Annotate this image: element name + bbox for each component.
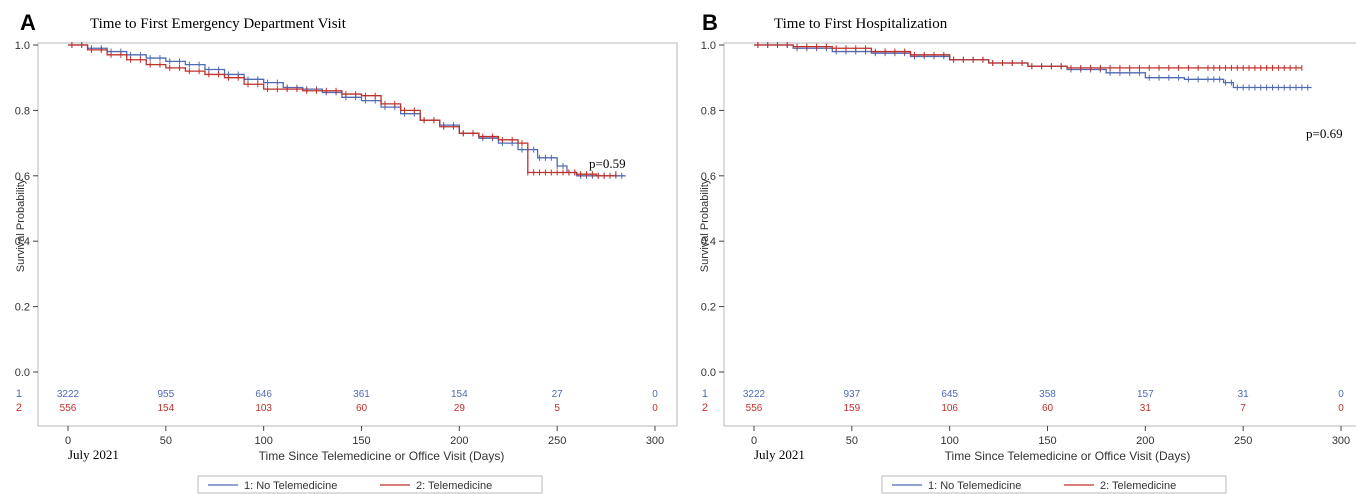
risk-count: 159 bbox=[843, 403, 860, 414]
risk-count: 157 bbox=[1137, 389, 1154, 400]
x-sublabel: July 2021 bbox=[754, 447, 805, 462]
plot-frame bbox=[723, 42, 1356, 427]
panel-letter: B bbox=[702, 10, 718, 35]
y-axis-label: Survival Probability bbox=[699, 178, 711, 272]
x-tick-label: 100 bbox=[254, 435, 272, 447]
legend-label: 1: No Telemedicine bbox=[928, 480, 1021, 492]
risk-count: 27 bbox=[552, 389, 564, 400]
risk-count: 154 bbox=[157, 403, 174, 414]
y-axis-label: Survival Probability bbox=[15, 178, 27, 272]
risk-count: 3222 bbox=[743, 389, 766, 400]
y-tick-label: 0.4 bbox=[701, 236, 716, 248]
km-curve-telemedicine bbox=[68, 44, 617, 177]
x-axis-label: Time Since Telemedicine or Office Visit … bbox=[259, 449, 505, 463]
panel-letter: A bbox=[20, 10, 36, 35]
risk-row-label: 2 bbox=[16, 402, 22, 414]
x-axis-label: Time Since Telemedicine or Office Visit … bbox=[945, 449, 1191, 463]
legend-box bbox=[881, 475, 1227, 494]
y-tick-label: 0.0 bbox=[15, 367, 30, 379]
risk-count: 5 bbox=[554, 403, 560, 414]
y-tick-label: 1.0 bbox=[701, 40, 716, 52]
x-tick-label: 250 bbox=[1234, 435, 1252, 447]
y-tick-label: 0.0 bbox=[701, 367, 716, 379]
x-tick-label: 300 bbox=[646, 435, 664, 447]
x-tick-label: 150 bbox=[352, 435, 370, 447]
chart-title: Time to First Hospitalization bbox=[774, 16, 948, 32]
chart-b: B Time to First Hospitalization 0.0 0.2 0.4 0… bbox=[699, 10, 1356, 494]
chart-title: Time to First Emergency Department Visit bbox=[90, 16, 347, 32]
risk-count: 646 bbox=[255, 389, 272, 400]
risk-count: 154 bbox=[451, 389, 468, 400]
x-tick-label: 250 bbox=[548, 435, 566, 447]
risk-count: 103 bbox=[255, 403, 272, 414]
risk-count: 7 bbox=[1240, 403, 1246, 414]
risk-count: 556 bbox=[746, 403, 763, 414]
risk-count: 955 bbox=[157, 389, 174, 400]
km-curve-telemedicine bbox=[754, 44, 1302, 69]
risk-count: 937 bbox=[843, 389, 860, 400]
risk-count: 0 bbox=[652, 403, 658, 414]
x-tick-label: 50 bbox=[160, 435, 172, 447]
x-tick-label: 0 bbox=[65, 435, 71, 447]
risk-count: 0 bbox=[652, 389, 658, 400]
risk-count: 361 bbox=[353, 389, 370, 400]
risk-count: 0 bbox=[1338, 403, 1344, 414]
y-tick-label: 0.2 bbox=[701, 302, 716, 314]
x-tick-label: 200 bbox=[1136, 435, 1154, 447]
risk-row-label: 2 bbox=[702, 402, 708, 414]
x-sublabel: July 2021 bbox=[68, 447, 119, 462]
p-value: p=0.59 bbox=[589, 156, 626, 171]
legend-label: 2: Telemedicine bbox=[1100, 480, 1176, 492]
legend-label: 1: No Telemedicine bbox=[244, 480, 337, 492]
risk-count: 60 bbox=[356, 403, 368, 414]
risk-count: 31 bbox=[1140, 403, 1152, 414]
y-tick-label: 0.6 bbox=[15, 171, 30, 183]
y-tick-label: 0.8 bbox=[15, 105, 30, 117]
x-tick-label: 200 bbox=[450, 435, 468, 447]
x-tick-label: 100 bbox=[940, 435, 958, 447]
x-tick-label: 300 bbox=[1332, 435, 1350, 447]
legend-box bbox=[197, 475, 543, 494]
risk-count: 31 bbox=[1238, 389, 1250, 400]
risk-count: 29 bbox=[454, 403, 466, 414]
y-tick-label: 0.4 bbox=[15, 236, 30, 248]
risk-count: 3222 bbox=[57, 389, 80, 400]
y-tick-label: 0.2 bbox=[15, 302, 30, 314]
x-tick-label: 50 bbox=[846, 435, 858, 447]
risk-row-label: 1 bbox=[702, 388, 708, 400]
panel-a: A Time to First Emergency Department Visi… bbox=[15, 10, 678, 494]
p-value: p=0.69 bbox=[1306, 126, 1343, 141]
y-tick-label: 0.8 bbox=[701, 105, 716, 117]
km-curve-no-telemedicine bbox=[68, 44, 626, 177]
chart-a: A Time to First Emergency Department Visi… bbox=[15, 10, 678, 494]
x-tick-label: 150 bbox=[1038, 435, 1056, 447]
y-tick-label: 1.0 bbox=[15, 40, 30, 52]
panel-b: B Time to First Hospitalization 0.0 0.2 0.4 0… bbox=[686, 0, 1356, 494]
risk-count: 556 bbox=[60, 403, 77, 414]
plot-frame bbox=[37, 42, 678, 427]
x-tick-label: 0 bbox=[751, 435, 757, 447]
risk-count: 106 bbox=[941, 403, 958, 414]
risk-count: 645 bbox=[941, 389, 958, 400]
legend-label: 2: Telemedicine bbox=[416, 480, 492, 492]
risk-count: 0 bbox=[1338, 389, 1344, 400]
risk-count: 358 bbox=[1039, 389, 1056, 400]
risk-count: 60 bbox=[1042, 403, 1054, 414]
y-tick-label: 0.6 bbox=[701, 171, 716, 183]
risk-row-label: 1 bbox=[16, 388, 22, 400]
